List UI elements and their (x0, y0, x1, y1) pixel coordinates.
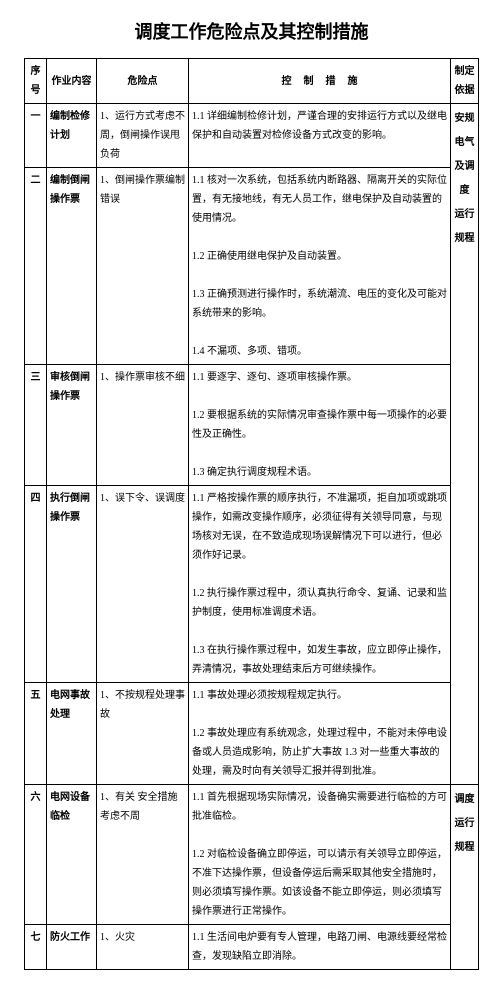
risk-cell: 1、倒闸操作票编制错误 (97, 168, 189, 365)
seq-cell: 七 (25, 925, 47, 970)
table-row: 一编制检修计划1、运行方式考虑不周，倒闸操作误甩负荷1.1 详细编制检修计划，严… (25, 104, 479, 168)
table-row: 六电网设备临检1、有关 安全措施 考虑不周1.1 首先根据现场实际情况，设备确实… (25, 785, 479, 925)
table-row: 七防火工作1、火灾1.1 生活间电炉要有专人管理，电路刀闸、电源线要经常检查，发… (25, 925, 479, 970)
measure-cell: 1.1 生活间电炉要有专人管理，电路刀闸、电源线要经常检查，发现缺陷立即消除。 (189, 925, 451, 970)
work-cell: 执行倒闸操作票 (47, 486, 97, 683)
measure-cell: 1.1 核对一次系统，包括系统内断路器、隔离开关的实际位置，有无接地线，有无人员… (189, 168, 451, 365)
work-cell: 编制倒闸操作票 (47, 168, 97, 365)
work-cell: 电网设备临检 (47, 785, 97, 925)
col-basis-header: 制定依据 (451, 59, 479, 104)
basis-cell: 调度 运行 规程 (451, 785, 479, 970)
table-row: 三审核倒闸操作票1、操作票审核不细1.1 要逐字、逐句、逐项审核操作票。1.2 … (25, 365, 479, 486)
work-cell: 防火工作 (47, 925, 97, 970)
table-row: 四执行倒闸操作票1、误下令、误调度1.1 严格按操作票的顺序执行，不准漏项，拒自… (25, 486, 479, 683)
seq-cell: 四 (25, 486, 47, 683)
risk-cell: 1、运行方式考虑不周，倒闸操作误甩负荷 (97, 104, 189, 168)
col-risk-header: 危险点 (97, 59, 189, 104)
hazard-table: 序号 作业内容 危险点 控制措施 制定依据 一编制检修计划1、运行方式考虑不周，… (24, 58, 479, 970)
table-row: 二编制倒闸操作票1、倒闸操作票编制错误1.1 核对一次系统，包括系统内断路器、隔… (25, 168, 479, 365)
risk-cell: 1、火灾 (97, 925, 189, 970)
work-cell: 审核倒闸操作票 (47, 365, 97, 486)
seq-cell: 二 (25, 168, 47, 365)
risk-cell: 1、不按规程处理事故 (97, 683, 189, 785)
work-cell: 编制检修计划 (47, 104, 97, 168)
work-cell: 电网事故处理 (47, 683, 97, 785)
seq-cell: 三 (25, 365, 47, 486)
risk-cell: 1、操作票审核不细 (97, 365, 189, 486)
measure-cell: 1.1 详细编制检修计划，严谨合理的安排运行方式以及继电保护和自动装置对检修设备… (189, 104, 451, 168)
seq-cell: 五 (25, 683, 47, 785)
measure-cell: 1.1 要逐字、逐句、逐项审核操作票。1.2 要根据系统的实际情况审查操作票中每… (189, 365, 451, 486)
seq-cell: 一 (25, 104, 47, 168)
basis-cell: 安规 电气 及调度 运行 规程 (451, 104, 479, 785)
seq-cell: 六 (25, 785, 47, 925)
measure-cell: 1.1 严格按操作票的顺序执行，不准漏项，拒自加项或跳项操作，如需改变操作顺序，… (189, 486, 451, 683)
measure-cell: 1.1 首先根据现场实际情况，设备确实需要进行临检的方可批准临检。1.2 对临检… (189, 785, 451, 925)
col-measure-header: 控制措施 (189, 59, 451, 104)
risk-cell: 1、误下令、误调度 (97, 486, 189, 683)
col-seq-header: 序号 (25, 59, 47, 104)
col-work-header: 作业内容 (47, 59, 97, 104)
measure-cell: 1.1 事故处理必须按规程规定执行。1.2 事故处理应有系统观念，处理过程中，不… (189, 683, 451, 785)
table-row: 五电网事故处理1、不按规程处理事故1.1 事故处理必须按规程规定执行。1.2 事… (25, 683, 479, 785)
page-title: 调度工作危险点及其控制措施 (24, 18, 479, 44)
table-header-row: 序号 作业内容 危险点 控制措施 制定依据 (25, 59, 479, 104)
risk-cell: 1、有关 安全措施 考虑不周 (97, 785, 189, 925)
